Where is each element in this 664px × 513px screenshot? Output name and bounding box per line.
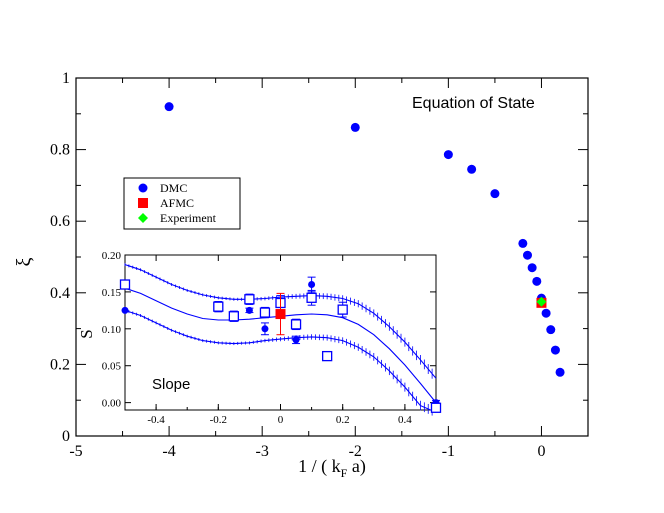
inset-point-squares bbox=[119, 279, 131, 290]
main-point-experiment bbox=[536, 296, 547, 307]
x-label-main: 1 / ( k bbox=[298, 456, 341, 477]
inset-point-squares bbox=[244, 294, 255, 305]
inset-tick-labels: -0.4 -0.2 0 0.2 0.4 0.00 0.05 0.10 0.15 0.20 bbox=[102, 250, 413, 426]
main-y-tick-label: 0 bbox=[62, 428, 70, 445]
main-point-dmc bbox=[443, 150, 453, 160]
main-point-dmc bbox=[467, 164, 477, 174]
inset-point-dmc bbox=[261, 325, 269, 333]
main-y-tick-label: 1 bbox=[62, 70, 70, 87]
main-axis-ticks bbox=[75, 77, 588, 437]
main-point-dmc bbox=[541, 308, 551, 318]
inset-y-axis-label: S bbox=[77, 329, 96, 338]
inset-point-squares bbox=[337, 304, 348, 315]
inset-x-tick-label: 0.2 bbox=[336, 414, 350, 426]
legend-marker-experiment bbox=[138, 213, 148, 223]
legend-label: AFMC bbox=[160, 196, 194, 210]
main-point-dmc bbox=[518, 238, 528, 248]
main-annotation: Equation of State bbox=[412, 95, 535, 112]
inset-point-squares bbox=[259, 307, 271, 318]
inset-point-dmc bbox=[292, 336, 300, 344]
x-label-tail: a) bbox=[347, 456, 365, 477]
inset-x-tick-label: -0.4 bbox=[147, 414, 165, 426]
main-point-dmc bbox=[490, 189, 500, 199]
inset-annotation: Slope bbox=[152, 376, 190, 393]
main-point-dmc bbox=[527, 263, 537, 273]
main-y-tick-label: 0.6 bbox=[50, 213, 70, 230]
main-x-tick-label: -5 bbox=[69, 443, 82, 460]
main-point-dmc bbox=[532, 276, 542, 286]
main-point-dmc bbox=[550, 345, 560, 355]
inset-y-tick-label: 0.05 bbox=[102, 361, 122, 373]
inset-point-dmc bbox=[121, 306, 129, 314]
inset-point-squares bbox=[228, 311, 240, 322]
main-point-dmc bbox=[350, 122, 360, 132]
inset-point-dmc bbox=[245, 306, 253, 314]
main-y-tick-label: 0.2 bbox=[50, 356, 70, 373]
inset-point-dmc bbox=[308, 281, 316, 289]
inset-point-squares bbox=[306, 292, 317, 303]
inset-axis-ticks bbox=[124, 254, 437, 410]
main-data-points bbox=[164, 102, 565, 377]
inset-x-tick-label: 0.4 bbox=[398, 414, 412, 426]
legend-marker-afmc bbox=[138, 198, 148, 208]
legend-marker-dmc bbox=[138, 183, 148, 193]
inset-point-afmc bbox=[275, 309, 286, 320]
main-x-tick-label: -2 bbox=[349, 443, 362, 460]
inset-point-squares bbox=[290, 319, 302, 330]
main-point-dmc bbox=[164, 102, 174, 112]
inset-y-tick-label: 0.20 bbox=[102, 250, 122, 262]
inset-x-tick-label: 0 bbox=[278, 414, 284, 426]
inset-y-tick-label: 0.15 bbox=[102, 287, 122, 299]
main-y-tick-label: 0.4 bbox=[50, 285, 70, 302]
inset-data-points bbox=[119, 276, 442, 413]
main-point-dmc bbox=[546, 325, 556, 335]
main-point-dmc bbox=[555, 367, 565, 377]
main-x-tick-label: -4 bbox=[162, 443, 175, 460]
legend-label: Experiment bbox=[160, 211, 217, 225]
legend-label: DMC bbox=[160, 181, 187, 195]
main-x-tick-label: -3 bbox=[256, 443, 269, 460]
main-x-tick-label: -1 bbox=[442, 443, 455, 460]
inset-point-squares bbox=[213, 301, 224, 312]
main-y-axis-label: ξ bbox=[13, 257, 35, 266]
inset-y-tick-label: 0.10 bbox=[102, 324, 122, 336]
main-x-axis-label: 1 / ( kF a) bbox=[298, 456, 366, 480]
inset-point-squares bbox=[321, 350, 333, 362]
main-y-tick-label: 0.8 bbox=[50, 142, 70, 159]
inset-y-tick-label: 0.00 bbox=[102, 398, 122, 410]
inset-x-tick-label: -0.2 bbox=[210, 414, 227, 426]
main-point-dmc bbox=[522, 250, 532, 260]
main-x-tick-label: 0 bbox=[537, 443, 545, 460]
main-tick-labels: -5 -4 -3 -2 -1 0 0 0.2 0.4 0.6 0.8 1 bbox=[50, 70, 545, 460]
inset-point-squares bbox=[430, 402, 442, 413]
x-label-subscript: F bbox=[341, 466, 348, 480]
